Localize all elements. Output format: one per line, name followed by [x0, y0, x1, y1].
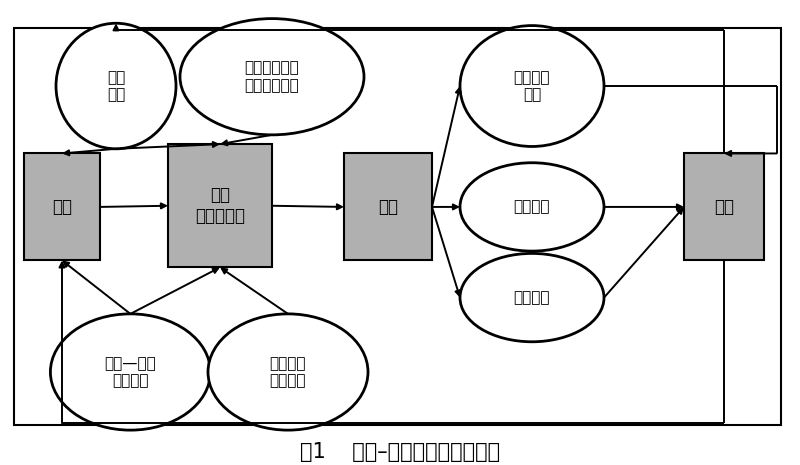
Text: 个人能力素质
工作条件环境: 个人能力素质 工作条件环境: [245, 60, 299, 93]
Bar: [168, 144, 272, 267]
Ellipse shape: [56, 23, 176, 149]
Text: 报酬公平
知觉: 报酬公平 知觉: [514, 70, 550, 102]
Text: 满意: 满意: [714, 198, 734, 216]
Text: 图1    波特–劳勒综合激励模式图: 图1 波特–劳勒综合激励模式图: [300, 442, 500, 462]
Text: 内在报酬: 内在报酬: [514, 199, 550, 214]
Text: 报酬
价值: 报酬 价值: [107, 70, 125, 102]
Bar: [14, 28, 781, 425]
Text: 努力—报酬
概率知觉: 努力—报酬 概率知觉: [105, 356, 156, 388]
Text: 努力
（积极性）: 努力 （积极性）: [195, 186, 245, 225]
Text: 激励: 激励: [52, 198, 72, 216]
Text: 外在报酬: 外在报酬: [514, 290, 550, 305]
Ellipse shape: [460, 26, 604, 146]
Ellipse shape: [180, 19, 364, 135]
Ellipse shape: [460, 163, 604, 251]
Bar: [24, 153, 100, 260]
Ellipse shape: [460, 253, 604, 342]
Ellipse shape: [208, 314, 368, 430]
Ellipse shape: [50, 314, 210, 430]
Text: 工作机会
角色感知: 工作机会 角色感知: [270, 356, 306, 388]
Bar: [344, 153, 432, 260]
Text: 绩效: 绩效: [378, 198, 398, 216]
Bar: [684, 153, 764, 260]
